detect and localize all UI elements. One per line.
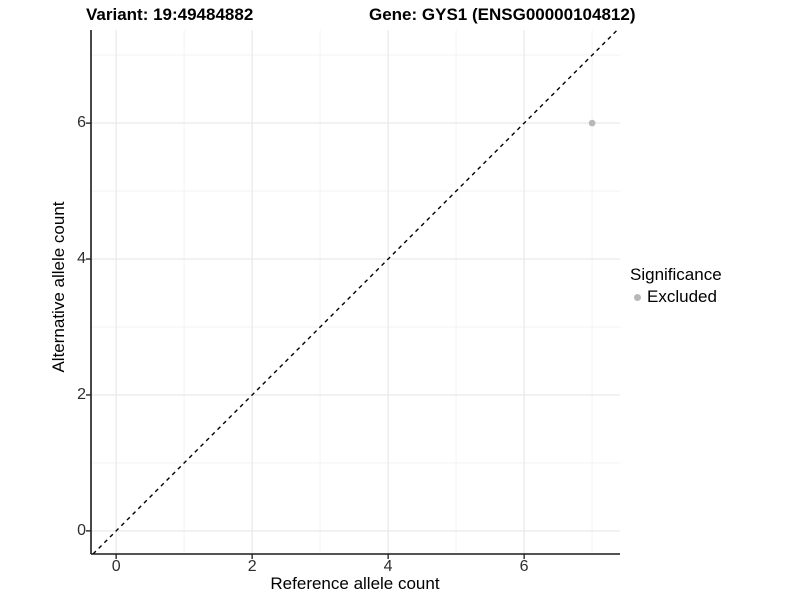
x-tick-label: 4 (383, 558, 393, 575)
y-tick-label: 2 (77, 385, 86, 403)
legend-title: Significance (630, 265, 722, 284)
identity-reference-line (92, 29, 618, 555)
legend-item-label: Excluded (647, 287, 717, 306)
legend-key-dot-icon (634, 293, 641, 301)
x-tick-label: 6 (519, 558, 529, 575)
data-point (588, 119, 596, 127)
x-tick-label: 0 (111, 558, 121, 575)
y-tick-label: 4 (77, 250, 86, 268)
legend-item-excluded: Excluded (630, 286, 722, 308)
x-tick-label: 2 (247, 558, 257, 575)
y-tick-label: 6 (77, 114, 86, 132)
legend: Significance Excluded (630, 264, 722, 308)
y-tick-label: 0 (77, 521, 86, 539)
plot-title-variant: Variant: 19:49484882 (86, 5, 254, 24)
plot-title-gene: Gene: GYS1 (ENSG00000104812) (369, 5, 636, 24)
x-axis-title: Reference allele count (270, 574, 440, 593)
